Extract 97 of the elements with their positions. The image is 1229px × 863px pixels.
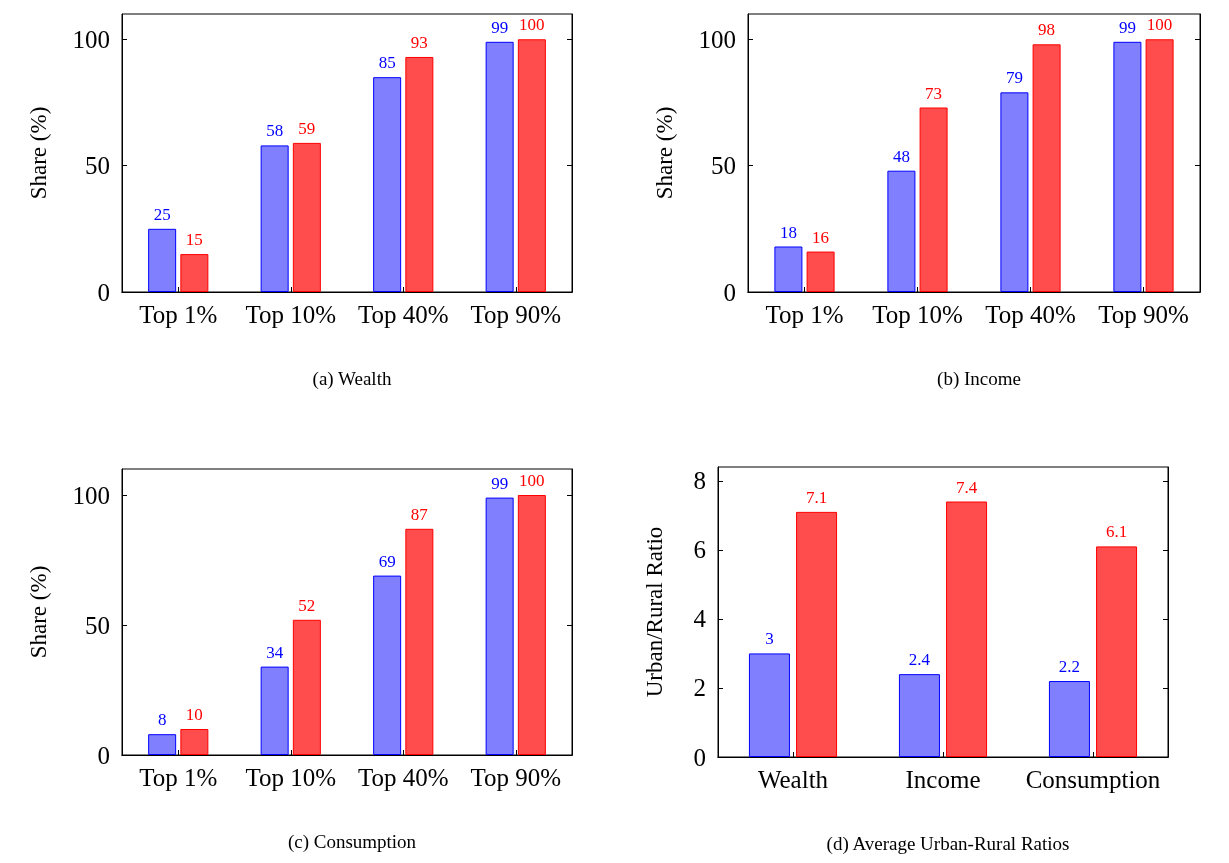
bar [517,39,546,292]
bar [148,228,177,292]
x-tick-label: Consumption [1025,766,1161,793]
bar [774,246,803,292]
text: (b) Income [937,368,1021,390]
y-tick-label: 8 [693,467,706,495]
x-tick-label: Top 90% [470,764,562,791]
data-label: 85 [378,53,396,73]
x-tick-label: Top 40% [357,764,449,791]
bar [260,145,289,292]
data-label: 79 [1005,68,1023,88]
data-label: 8 [157,710,167,730]
y-axis-title: Urban/Rural Ratio [642,526,667,698]
y-tick-label: 0 [723,278,736,306]
bar [517,495,546,755]
data-label: 3 [765,629,774,649]
data-label: 98 [1038,20,1056,40]
data-label: 25 [153,204,171,224]
data-label: 58 [266,121,284,141]
bar [373,77,402,292]
x-tick-label: Income [905,766,981,793]
text: (a) Wealth [312,368,392,390]
x-tick-label: Top 10% [245,764,337,791]
data-label: 34 [266,642,284,662]
data-label: 2.2 [1058,657,1081,677]
data-label: 100 [1146,15,1173,35]
x-tick-label: Top 1% [139,764,218,791]
bar [485,497,514,755]
x-tick-label: Top 10% [245,301,337,328]
y-axis-title: Share (%) [652,106,677,200]
bar [292,142,321,292]
x-tick-label: Top 1% [139,301,218,328]
x-tick-label: Top 90% [1098,301,1189,328]
bar [1048,681,1090,757]
y-tick-label: 4 [693,605,707,633]
bar [919,107,948,292]
bar [485,41,514,292]
y-tick-label: 0 [97,741,110,769]
text: (c) Consumption [287,831,417,853]
data-label: 99 [1118,17,1136,37]
bar [405,56,434,292]
bar [405,528,434,755]
bar [898,674,940,757]
data-label: 18 [779,222,797,242]
y-tick-label: 0 [97,278,110,306]
data-label: 48 [892,146,910,166]
x-tick-label: Top 10% [872,301,963,328]
x-tick-label: Top 40% [357,301,449,328]
bar [796,511,838,757]
data-label: 100 [519,15,545,35]
bar [887,170,916,292]
y-tick-label: 50 [85,152,110,180]
bar [946,501,988,757]
bar [1113,41,1142,292]
y-tick-label: 50 [711,152,736,180]
y-tick-label: 100 [72,481,110,509]
y-tick-label: 50 [85,611,110,639]
bar [1145,39,1174,292]
data-label: 52 [298,595,316,615]
data-label: 73 [925,83,943,103]
x-tick-label: Top 40% [985,301,1076,328]
x-tick-label: Wealth [757,766,829,793]
bar [373,575,402,755]
text: (d) Average Urban-Rural Ratios [826,833,1070,855]
data-label: 100 [519,471,545,490]
data-label: 59 [298,118,316,138]
data-label: 16 [812,227,830,247]
data-label: 2.4 [908,650,931,670]
data-label: 87 [410,504,429,524]
bar [1096,546,1138,757]
data-label: 7.4 [955,477,978,497]
data-label: 99 [491,473,509,493]
data-label: 15 [185,230,203,250]
y-tick-label: 0 [693,743,706,771]
y-tick-label: 100 [72,25,110,53]
x-tick-label: Top 1% [765,301,844,328]
data-label: 10 [185,705,203,724]
y-tick-label: 6 [693,536,706,564]
y-axis-title: Share (%) [26,565,51,659]
bar [292,619,321,755]
data-label: 6.1 [1105,522,1128,542]
data-label: 7.1 [805,487,828,507]
y-axis-title: Share (%) [26,106,51,200]
x-tick-label: Top 90% [470,301,562,328]
bar [1032,44,1061,292]
bar [806,251,835,292]
data-label: 93 [410,32,428,52]
data-label: 69 [378,551,396,571]
bar [148,734,177,755]
y-tick-label: 100 [698,25,736,53]
data-label: 99 [491,17,509,37]
y-tick-label: 2 [693,674,706,702]
bar [180,729,209,755]
bar [260,666,289,755]
bar [748,653,790,757]
bar [180,254,209,292]
bar [1000,92,1029,292]
